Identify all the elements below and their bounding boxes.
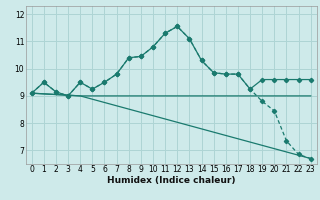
X-axis label: Humidex (Indice chaleur): Humidex (Indice chaleur) — [107, 176, 236, 185]
